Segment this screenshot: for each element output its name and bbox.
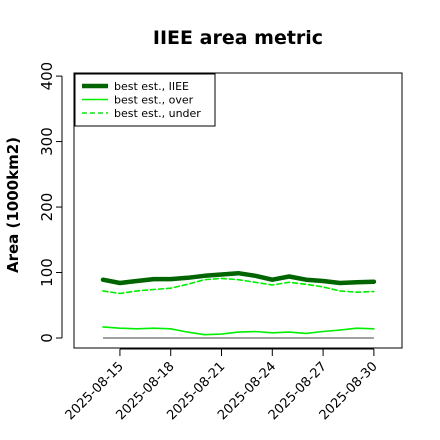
y-axis-label: Area (1000km2) <box>4 137 22 273</box>
y-tick-label: 100 <box>38 258 56 287</box>
x-axis: 2025-08-152025-08-182025-08-212025-08-24… <box>63 348 381 423</box>
y-axis: 0 100 200 300 400 <box>38 62 63 343</box>
y-tick-label: 200 <box>38 193 56 222</box>
legend-label-2: best est., under <box>114 107 201 120</box>
chart-title: IIEE area metric <box>153 27 323 49</box>
plot-area <box>100 270 377 339</box>
y-tick-label: 400 <box>38 62 56 91</box>
legend-label-0: best est., IIEE <box>114 80 189 93</box>
series-line-2 <box>102 277 375 295</box>
plot-frame <box>73 72 403 349</box>
series-line-1 <box>102 326 375 336</box>
series-line-0 <box>100 270 377 286</box>
y-tick-label: 0 <box>38 333 56 343</box>
y-tick-label: 300 <box>38 127 56 156</box>
legend-label-1: best est., over <box>114 94 194 107</box>
